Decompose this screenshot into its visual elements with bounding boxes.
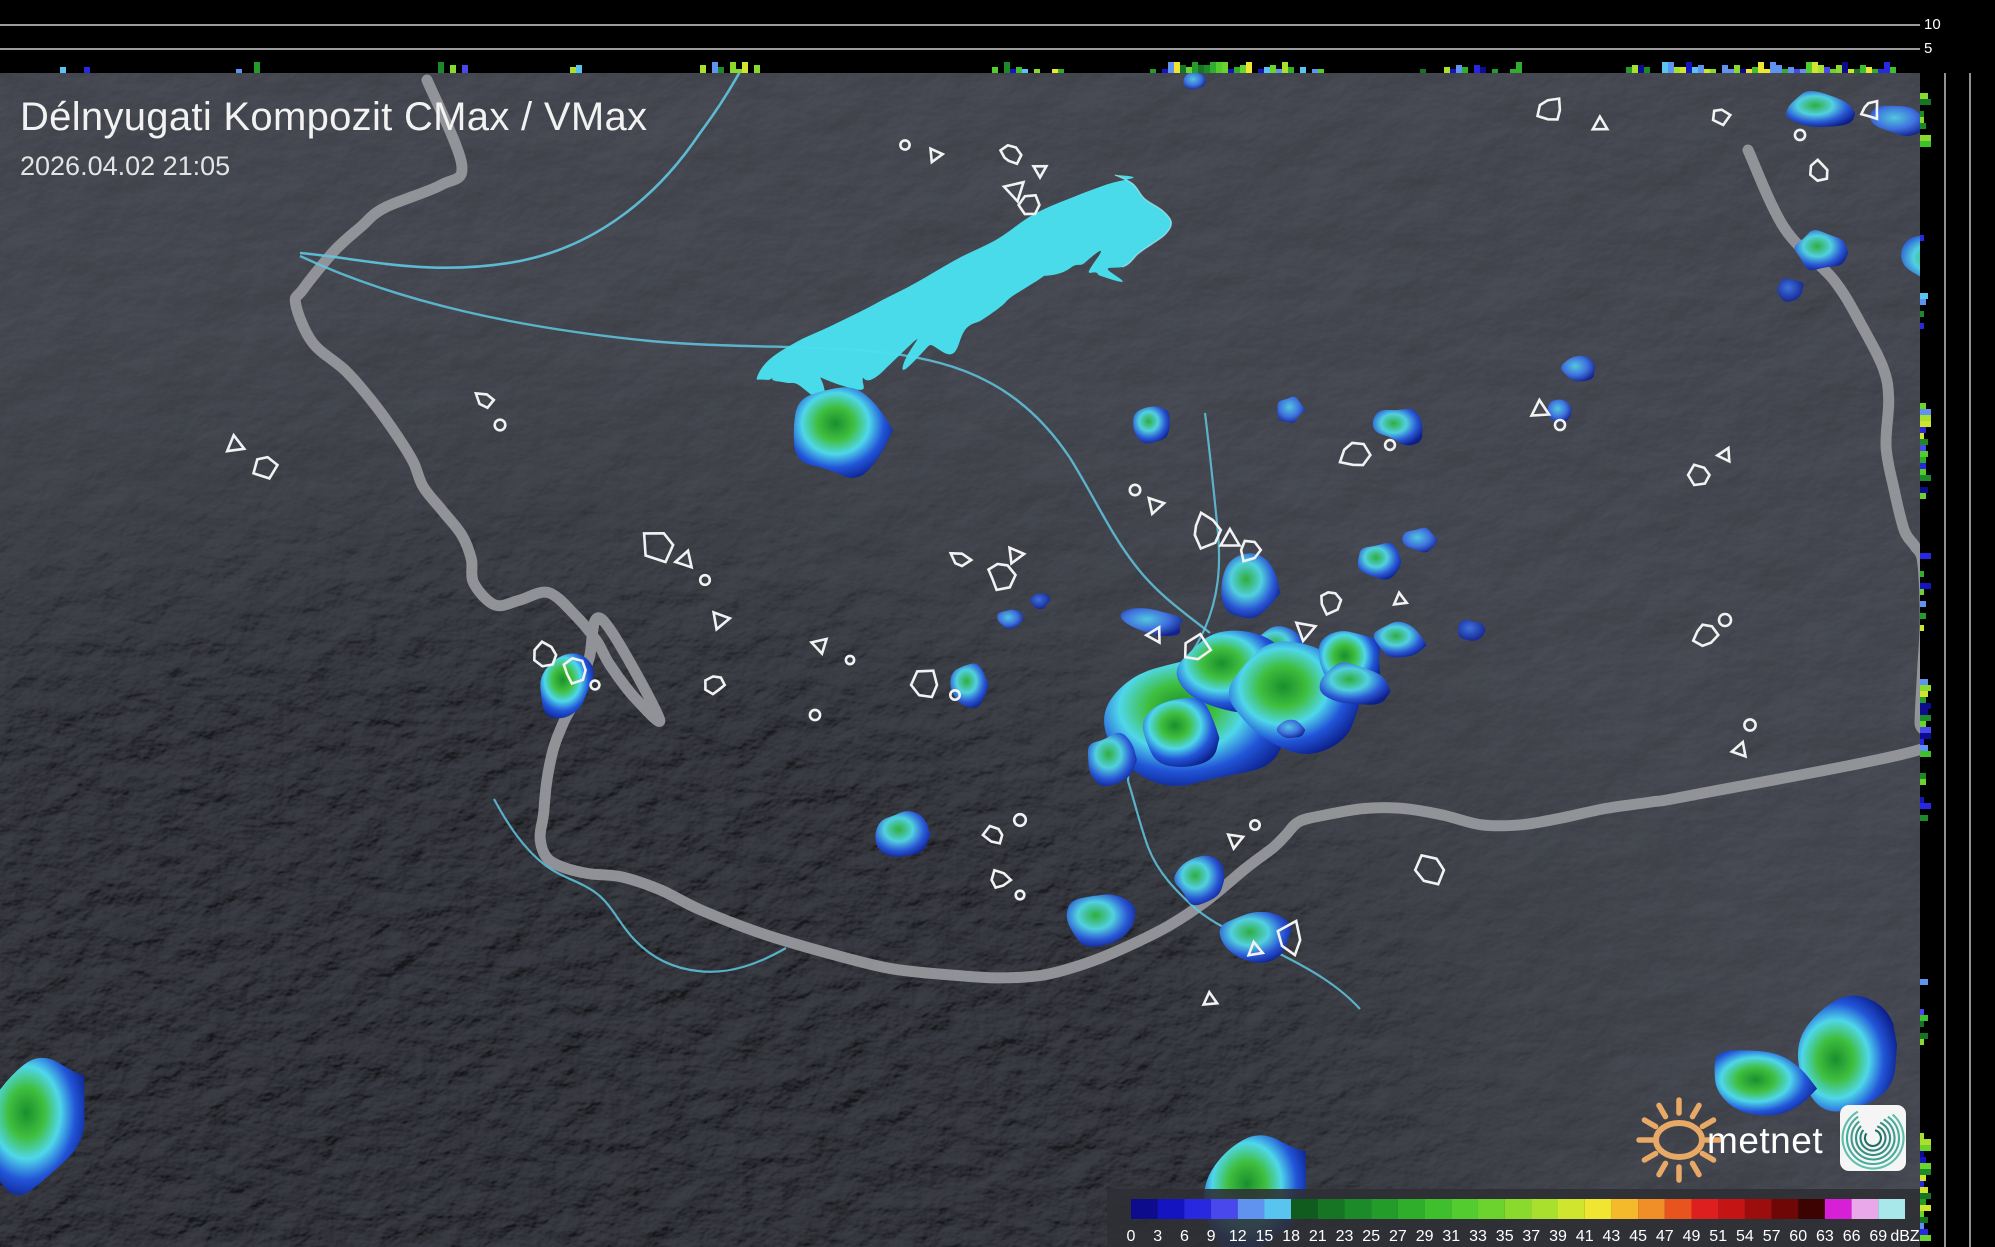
svg-text:47: 47	[1656, 1228, 1674, 1245]
svg-text:60: 60	[1789, 1228, 1807, 1245]
svg-text:37: 37	[1522, 1228, 1540, 1245]
svg-text:49: 49	[1683, 1228, 1701, 1245]
svg-text:21: 21	[1309, 1228, 1327, 1245]
svg-text:31: 31	[1442, 1228, 1460, 1245]
svg-text:33: 33	[1469, 1228, 1487, 1245]
svg-text:43: 43	[1603, 1228, 1621, 1245]
svg-text:51: 51	[1709, 1228, 1727, 1245]
svg-text:57: 57	[1763, 1228, 1781, 1245]
svg-text:23: 23	[1336, 1228, 1354, 1245]
svg-text:35: 35	[1496, 1228, 1514, 1245]
svg-text:63: 63	[1816, 1228, 1834, 1245]
svg-text:12: 12	[1229, 1228, 1247, 1245]
svg-text:25: 25	[1362, 1228, 1380, 1245]
svg-text:18: 18	[1282, 1228, 1300, 1245]
svg-text:0: 0	[1127, 1228, 1136, 1245]
svg-text:6: 6	[1180, 1228, 1189, 1245]
svg-text:69: 69	[1869, 1228, 1887, 1245]
svg-text:41: 41	[1576, 1228, 1594, 1245]
svg-text:27: 27	[1389, 1228, 1407, 1245]
svg-text:dBZ: dBZ	[1890, 1228, 1920, 1245]
svg-text:15: 15	[1256, 1228, 1274, 1245]
svg-text:66: 66	[1843, 1228, 1861, 1245]
svg-text:3: 3	[1153, 1228, 1162, 1245]
svg-text:29: 29	[1416, 1228, 1434, 1245]
svg-text:54: 54	[1736, 1228, 1754, 1245]
svg-text:9: 9	[1207, 1228, 1216, 1245]
svg-text:45: 45	[1629, 1228, 1647, 1245]
svg-text:39: 39	[1549, 1228, 1567, 1245]
